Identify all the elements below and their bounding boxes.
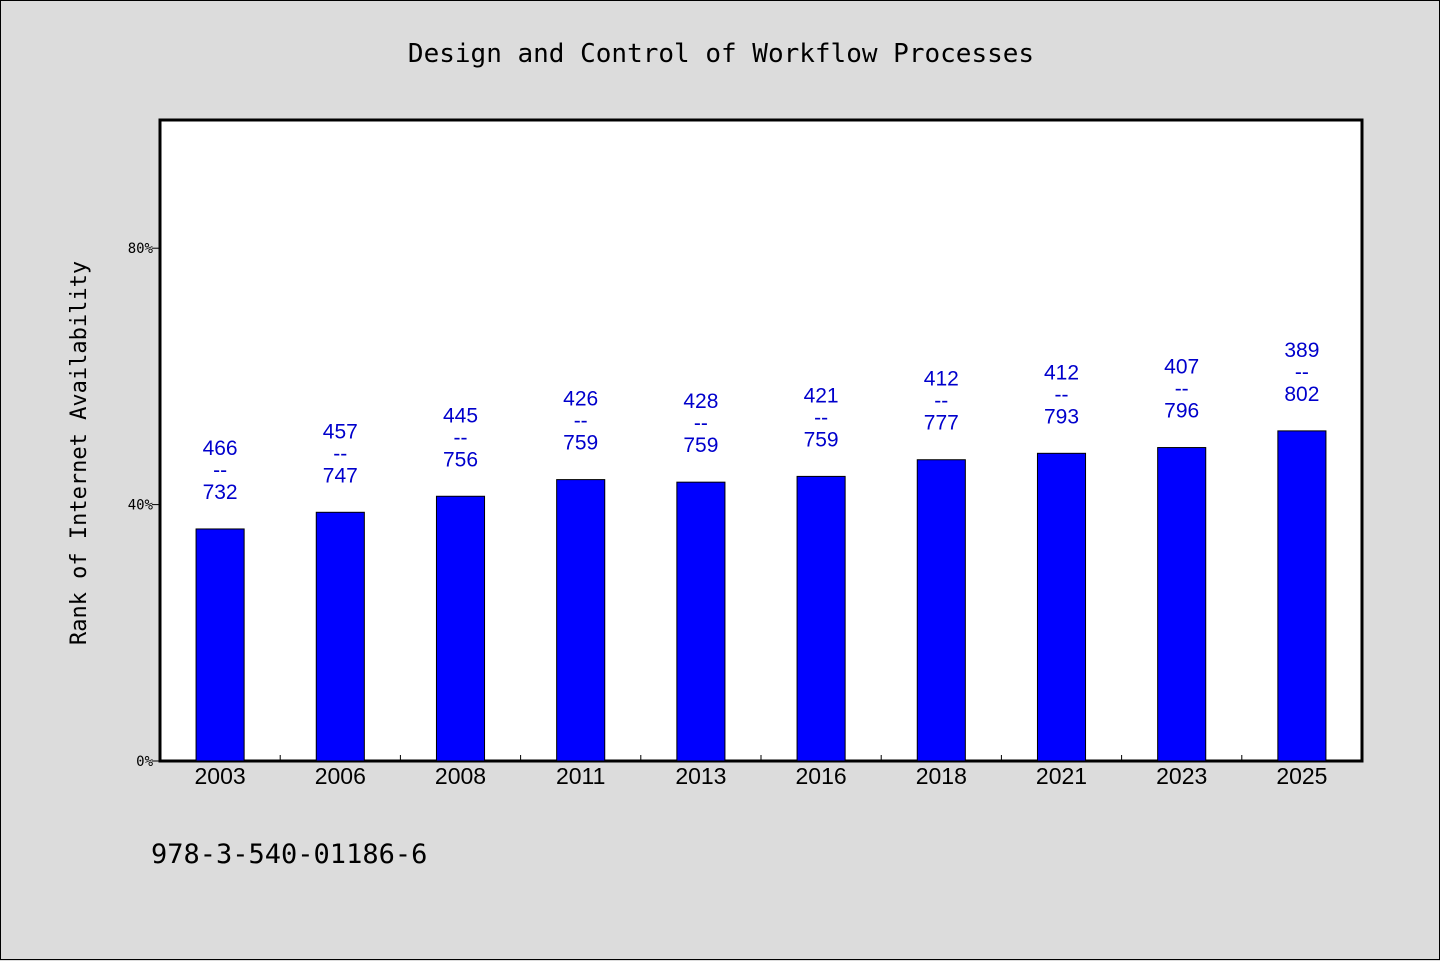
data-labels: 466--732457--747445--756426--759428--759…	[203, 339, 1320, 504]
data-label-top: 412	[924, 368, 959, 391]
bar-2021	[1036, 452, 1087, 762]
footer-isbn: 978-3-540-01186-6	[151, 839, 427, 870]
data-label-separator: --	[213, 459, 227, 482]
x-tick-label: 2013	[675, 763, 726, 789]
data-label-separator: --	[694, 412, 708, 435]
data-label-bottom: 747	[323, 464, 358, 487]
data-label-separator: --	[574, 410, 588, 433]
data-label-separator: --	[1055, 383, 1069, 406]
data-label-top: 428	[683, 390, 718, 413]
bar-2018	[916, 459, 966, 762]
data-label-top: 412	[1044, 361, 1079, 384]
data-label-top: 426	[563, 388, 598, 411]
bar-2016	[796, 475, 846, 762]
bar-2013	[676, 481, 726, 762]
data-label-separator: --	[934, 390, 948, 413]
data-label-top: 421	[804, 384, 839, 407]
x-tick-label: 2008	[435, 763, 486, 789]
x-tick-label: 2016	[796, 763, 847, 789]
x-tick-label: 2025	[1276, 763, 1327, 789]
x-tick-label: 2011	[556, 763, 605, 789]
bar-2023	[1157, 447, 1207, 762]
data-label-top: 457	[323, 420, 358, 443]
bar-2025	[1277, 430, 1327, 762]
chart-title: Design and Control of Workflow Processes	[408, 39, 1034, 69]
data-label-bottom: 759	[563, 432, 598, 455]
bar-2003	[195, 528, 245, 762]
data-label-separator: --	[1175, 378, 1189, 401]
data-label-bottom: 793	[1044, 405, 1079, 428]
y-axis: 0% 40% 80%	[128, 241, 160, 770]
y-tick-label: 80%	[128, 241, 154, 257]
data-label-separator: --	[814, 406, 828, 429]
data-label-bottom: 759	[683, 434, 718, 457]
data-label-top: 445	[443, 404, 478, 427]
data-label-separator: --	[1295, 361, 1309, 384]
data-label-top: 407	[1164, 356, 1199, 379]
data-label-separator: --	[454, 426, 468, 449]
data-label-bottom: 756	[443, 448, 478, 471]
x-tick-label: 2021	[1036, 763, 1087, 789]
data-label-bottom: 802	[1284, 383, 1319, 406]
bar-2008	[435, 495, 486, 762]
x-tick-label: 2018	[916, 763, 967, 789]
x-tick-label: 2003	[195, 763, 246, 789]
bar-2006	[315, 511, 365, 762]
data-label-bottom: 759	[804, 428, 839, 451]
x-tick-label: 2006	[315, 763, 366, 789]
data-label-bottom: 732	[203, 481, 238, 504]
x-axis: 2003 2006 2008 2011 2013 2016 2018 2021 2023 2025	[195, 755, 1327, 789]
data-label-top: 466	[203, 437, 238, 460]
data-label-bottom: 777	[924, 412, 959, 435]
data-label-separator: --	[333, 442, 347, 465]
data-label-top: 389	[1284, 339, 1319, 362]
y-axis-label: Rank of Internet Availability	[67, 261, 92, 645]
bars	[195, 430, 1327, 762]
data-label-bottom: 796	[1164, 400, 1199, 423]
x-tick-label: 2023	[1156, 763, 1207, 789]
y-tick-label: 0%	[136, 754, 153, 770]
bar-2011	[556, 479, 606, 762]
y-tick-label: 40%	[128, 498, 154, 514]
